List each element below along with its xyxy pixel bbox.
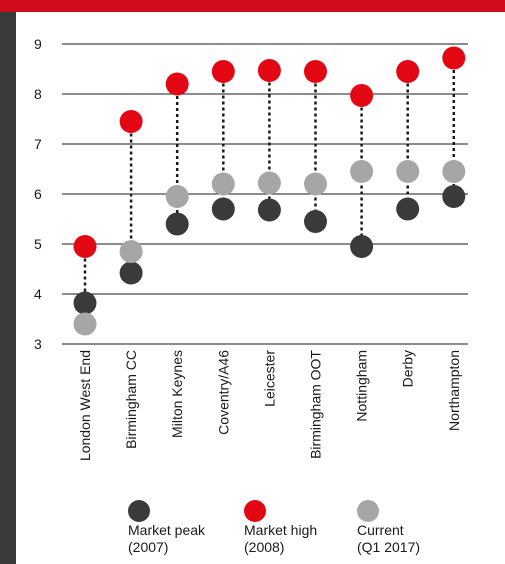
y-tick-label: 8 bbox=[34, 86, 42, 102]
y-tick-label: 9 bbox=[34, 36, 42, 52]
point-high bbox=[257, 59, 281, 82]
point-high bbox=[350, 84, 374, 107]
category-label: London West End bbox=[77, 350, 93, 461]
category-label: Coventry/A46 bbox=[215, 350, 231, 435]
x-axis-categories: London West End Birmingham CC Milton Keyne… bbox=[77, 350, 462, 461]
point-current bbox=[119, 240, 143, 263]
point-current bbox=[304, 172, 327, 196]
top-brand-band bbox=[0, 0, 505, 12]
point-peak bbox=[211, 197, 235, 221]
category-label: Birmingham CC bbox=[123, 350, 139, 449]
legend: Market peak (2007) Market high (2008) Cu… bbox=[0, 500, 505, 564]
point-current bbox=[211, 172, 235, 196]
legend-swatch-market-high bbox=[244, 500, 266, 522]
data-points bbox=[73, 46, 466, 336]
y-tick-label: 6 bbox=[34, 186, 42, 202]
point-high bbox=[211, 60, 235, 83]
point-peak bbox=[350, 235, 374, 258]
y-axis-ticks: 3 4 5 6 7 8 9 bbox=[34, 36, 42, 352]
category-label: Nottingham bbox=[354, 350, 370, 422]
category-label: Leicester bbox=[261, 350, 277, 407]
category-label: Milton Keynes bbox=[169, 350, 185, 438]
point-peak bbox=[165, 212, 189, 236]
point-high bbox=[165, 72, 189, 96]
y-tick-label: 5 bbox=[34, 236, 42, 252]
point-current bbox=[73, 312, 97, 336]
point-current bbox=[257, 171, 281, 195]
point-peak bbox=[119, 261, 143, 285]
point-high bbox=[304, 60, 327, 83]
point-current bbox=[396, 160, 420, 183]
point-peak bbox=[396, 197, 420, 221]
point-current bbox=[165, 185, 189, 208]
y-tick-label: 7 bbox=[34, 136, 42, 152]
category-label: Derby bbox=[400, 350, 416, 387]
legend-swatch-current bbox=[357, 500, 379, 522]
point-high bbox=[73, 235, 97, 258]
legend-swatch-market-peak bbox=[128, 500, 150, 522]
point-high bbox=[119, 110, 143, 133]
point-current bbox=[350, 160, 374, 183]
side-brand-band bbox=[0, 12, 16, 564]
point-peak bbox=[304, 210, 327, 233]
point-high bbox=[396, 60, 420, 83]
legend-label-market-peak: Market peak (2007) bbox=[128, 522, 206, 555]
y-tick-label: 3 bbox=[34, 336, 42, 352]
point-current bbox=[442, 160, 466, 183]
point-peak bbox=[73, 291, 97, 315]
category-label: Birmingham OOT bbox=[308, 350, 324, 459]
legend-label-market-high: Market high (2008) bbox=[244, 522, 318, 555]
point-peak bbox=[257, 198, 281, 222]
y-tick-label: 4 bbox=[34, 286, 42, 302]
legend-label-current: Current (Q1 2017) bbox=[357, 522, 421, 555]
point-high bbox=[442, 46, 466, 70]
point-peak bbox=[442, 185, 466, 208]
category-label: Northampton bbox=[446, 350, 462, 431]
